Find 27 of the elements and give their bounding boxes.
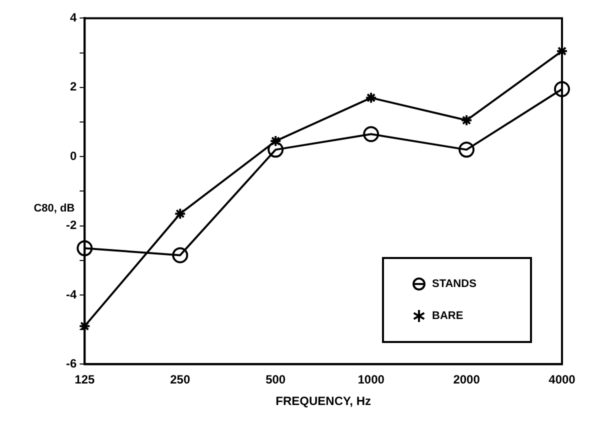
legend-label: BARE xyxy=(432,310,464,322)
point xyxy=(270,135,282,148)
x-tick-label: 125 xyxy=(74,372,95,387)
y-tick-label: 2 xyxy=(70,80,77,94)
point xyxy=(365,92,378,104)
y-axis-title: C80, dB xyxy=(34,202,75,215)
point xyxy=(76,240,93,256)
x-tick-label: 4000 xyxy=(548,372,576,387)
legend-label: STANDS xyxy=(432,278,476,290)
y-tick-label: -2 xyxy=(66,218,77,232)
point xyxy=(460,114,473,126)
x-tick-label: 1000 xyxy=(358,372,385,387)
point xyxy=(554,81,570,98)
y-tick-label: 0 xyxy=(70,148,77,163)
x-tick-label: 500 xyxy=(266,372,286,387)
point xyxy=(363,126,380,142)
point xyxy=(172,247,188,264)
x-tick-label: 250 xyxy=(170,372,190,387)
point xyxy=(268,142,284,158)
y-tick-label: -6 xyxy=(66,356,77,371)
x-tick-label: 2000 xyxy=(453,372,480,387)
x-axis-title: FREQUENCY, Hz xyxy=(276,394,372,408)
point xyxy=(174,208,186,220)
y-tick-label: -4 xyxy=(66,287,77,302)
point xyxy=(78,320,91,332)
point xyxy=(458,142,475,158)
y-tick-label: 4 xyxy=(70,10,77,25)
